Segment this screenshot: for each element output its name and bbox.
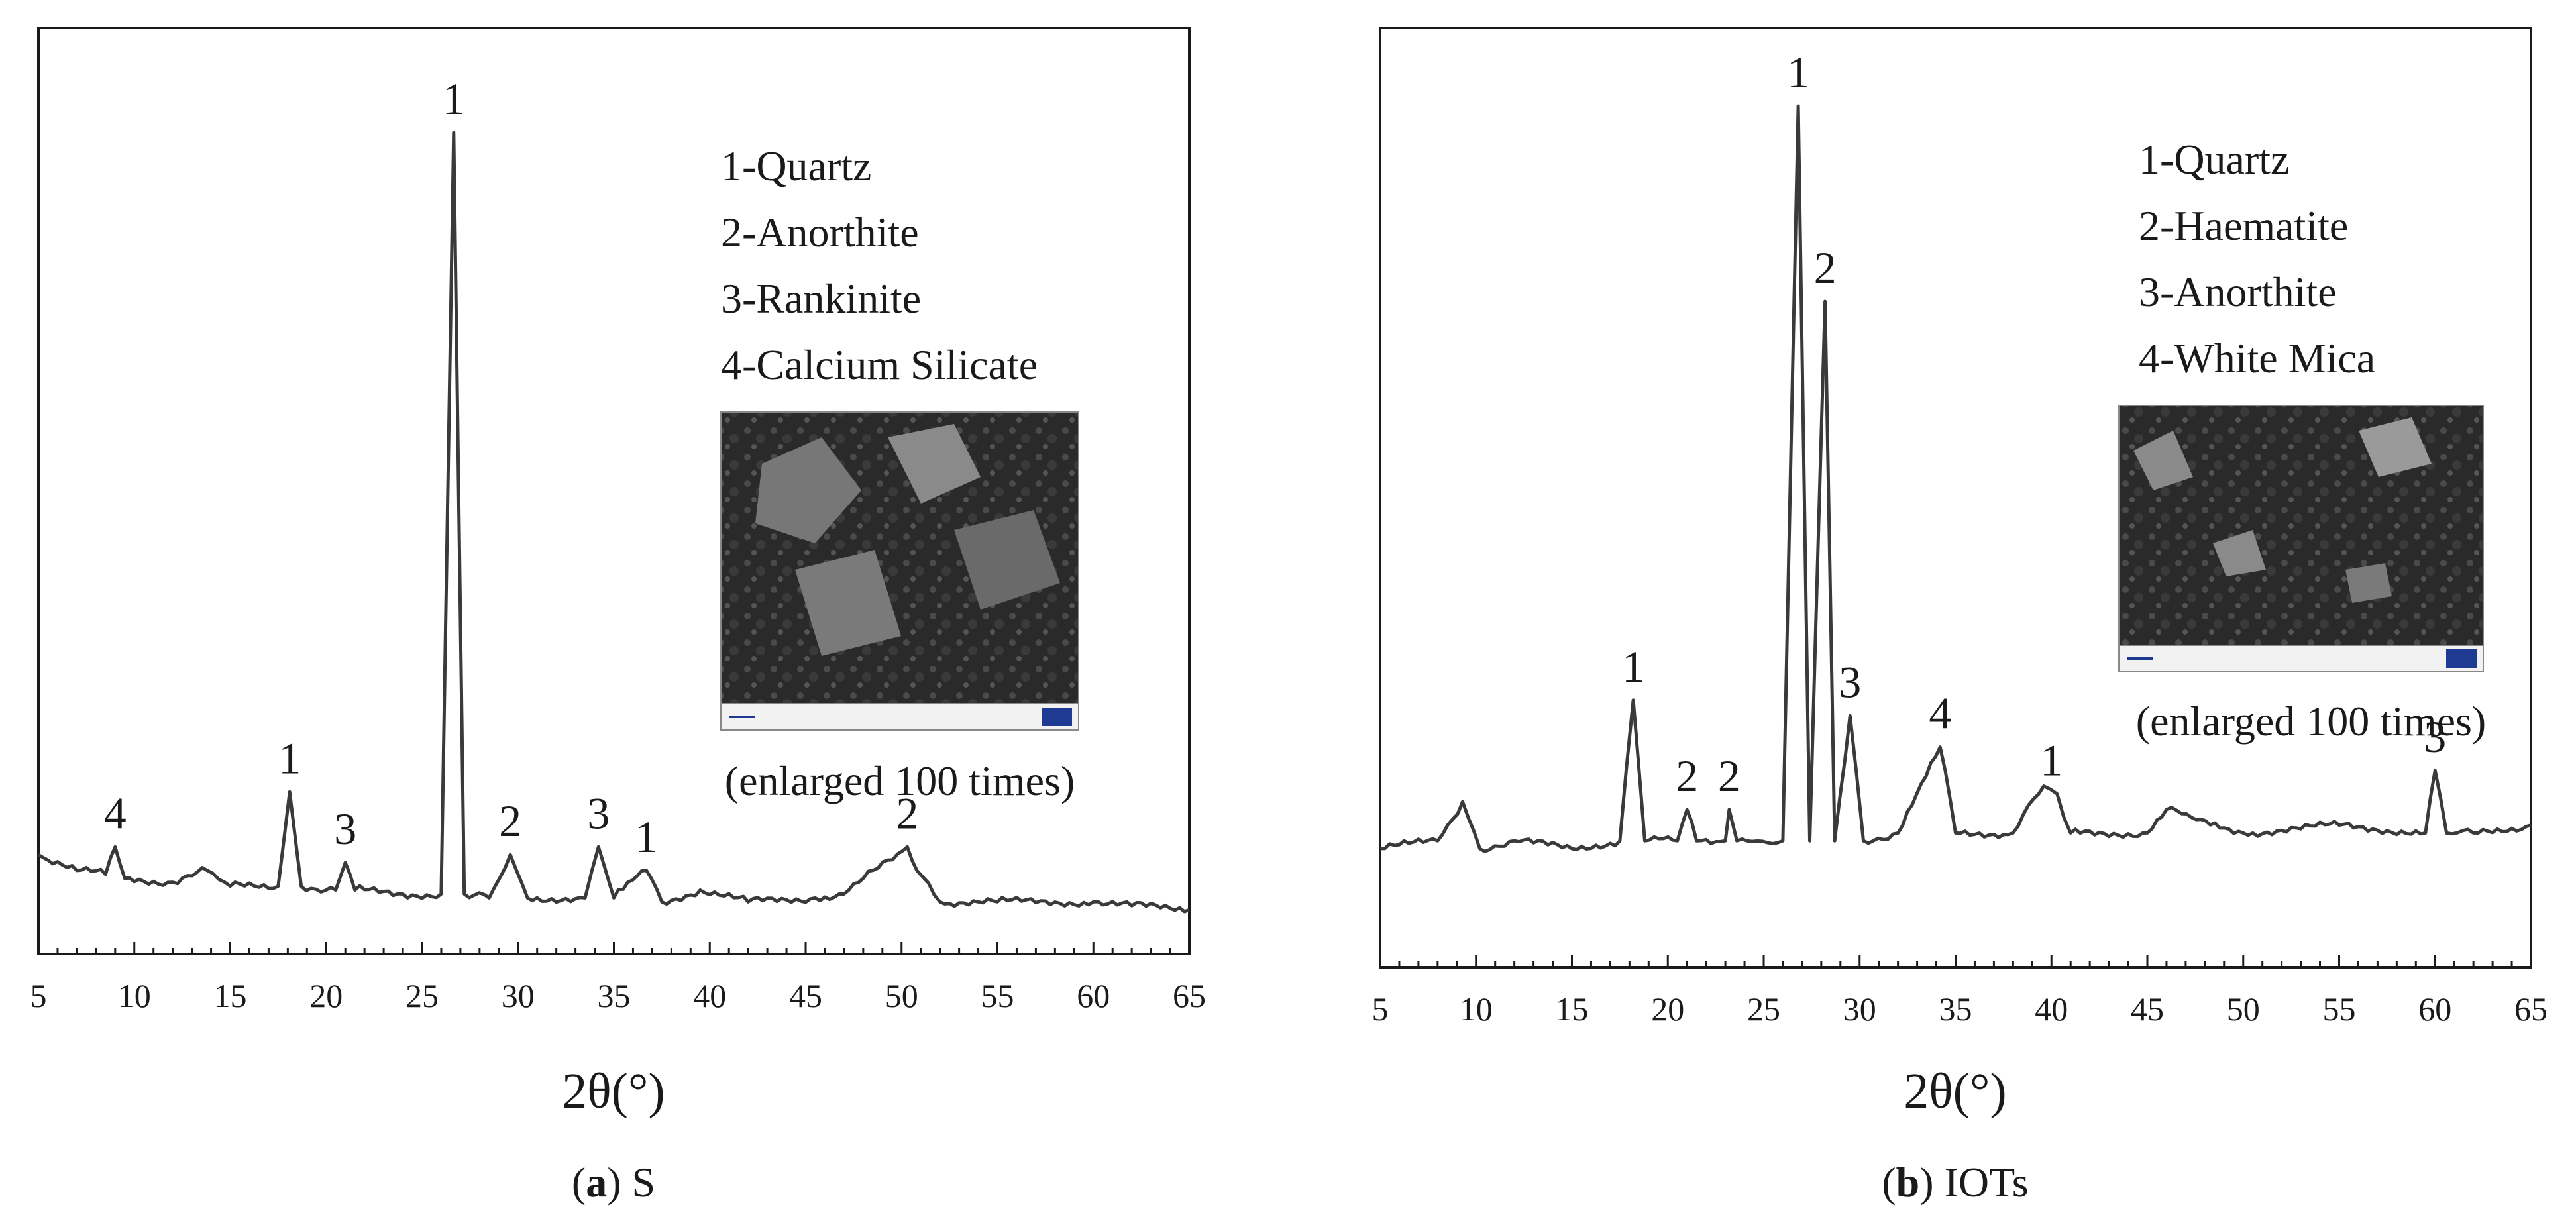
- sem-logo-icon: [1042, 708, 1072, 726]
- x-tick-label: 15: [214, 977, 247, 1014]
- panel-a-legend: 1-Quartz 2-Anorthite 3-Rankinite 4-Calci…: [721, 142, 1038, 388]
- x-tick-label: 40: [693, 977, 726, 1014]
- sem-scalebar-icon: [729, 716, 755, 718]
- panel-b-legend: 1-Quartz 2-Haematite 3-Anorthite 4-White…: [2139, 136, 2375, 382]
- peak-label: 4: [104, 788, 127, 838]
- panel-b-x-ticks: [1379, 955, 2532, 967]
- panel-a-caption: (a) S: [572, 1159, 655, 1206]
- x-tick-label: 50: [885, 977, 918, 1014]
- peak-label: 3: [334, 804, 356, 854]
- sem-particle-icon: [795, 550, 901, 656]
- sem-logo-icon: [2446, 649, 2477, 668]
- x-tick-label: 45: [2131, 990, 2164, 1028]
- x-tick-label: 20: [1651, 990, 1684, 1028]
- peak-label: 2: [1676, 751, 1698, 801]
- peak-label: 3: [587, 788, 610, 838]
- panel-a-x-ticks: [37, 942, 1191, 954]
- peak-label: 1: [2040, 735, 2063, 785]
- sem-particle-icon: [954, 510, 1060, 610]
- peak-label: 1: [635, 812, 658, 862]
- peak-label: 2: [1814, 242, 1837, 293]
- x-tick-label: 10: [1460, 990, 1493, 1028]
- x-tick-label: 40: [2035, 990, 2068, 1028]
- x-tick-label: 10: [118, 977, 151, 1014]
- x-tick-label: 35: [598, 977, 631, 1014]
- panel-b-x-axis-title: 2θ(°): [1904, 1063, 2006, 1119]
- x-tick-label: 20: [309, 977, 343, 1014]
- peak-label: 1: [1787, 47, 1809, 97]
- panel-a-legend-item: 1-Quartz: [721, 142, 871, 189]
- x-tick-label: 25: [405, 977, 439, 1014]
- x-tick-label: 30: [502, 977, 535, 1014]
- panel-a-x-axis-title: 2θ(°): [562, 1063, 665, 1119]
- x-tick-label: 5: [1372, 990, 1389, 1028]
- sem-particle-icon: [2359, 417, 2432, 477]
- sem-particle-icon: [888, 424, 981, 504]
- peak-label: 2: [1718, 751, 1741, 801]
- peak-label: 3: [2424, 712, 2446, 762]
- peak-label: 1: [278, 733, 301, 783]
- panel-b-xrd-trace: [1379, 104, 2532, 853]
- panel-b-sem-inset: (enlarged 100 times): [2118, 405, 2486, 745]
- panel-b-x-tick-labels: 5 10 15 20 25 30 35 40 45 50 55 60 65: [1372, 990, 2548, 1028]
- panel-b-legend-item: 3-Anorthite: [2139, 268, 2337, 315]
- panel-b-caption: (b) IOTs: [1882, 1159, 2028, 1206]
- x-tick-label: 60: [2418, 990, 2451, 1028]
- peak-label: 4: [1929, 688, 1951, 739]
- peak-label: 1: [443, 74, 465, 124]
- sem-particle-icon: [2133, 431, 2193, 490]
- panel-a-inset-caption: (enlarged 100 times): [725, 757, 1075, 804]
- x-tick-label: 5: [30, 977, 47, 1014]
- peak-label: 1: [1622, 641, 1644, 692]
- x-tick-label: 25: [1747, 990, 1780, 1028]
- panel-a-sem-inset: (enlarged 100 times): [720, 411, 1079, 804]
- x-tick-label: 55: [2323, 990, 2356, 1028]
- sem-particle-icon: [2345, 563, 2392, 603]
- x-tick-label: 45: [789, 977, 822, 1014]
- panel-a-x-tick-labels: 5 10 15 20 25 30 35 40 45 50 55 60 65: [30, 977, 1207, 1014]
- panel-a-legend-item: 4-Calcium Silicate: [721, 341, 1038, 388]
- x-tick-label: 65: [1173, 977, 1206, 1014]
- sem-info-bar: [2118, 645, 2484, 672]
- panel-a-xrd-trace: [37, 131, 1190, 914]
- x-tick-label: 60: [1077, 977, 1110, 1014]
- x-tick-label: 30: [1843, 990, 1876, 1028]
- panel-b-legend-item: 4-White Mica: [2139, 335, 2375, 382]
- sem-info-bar: [720, 703, 1079, 731]
- panel-b-inset-caption: (enlarged 100 times): [2136, 698, 2486, 745]
- x-tick-label: 35: [1939, 990, 1972, 1028]
- x-tick-label: 55: [981, 977, 1014, 1014]
- panel-a-legend-item: 2-Anorthite: [721, 209, 919, 256]
- sem-scalebar-icon: [2127, 657, 2153, 660]
- peak-label: 3: [1839, 657, 1861, 707]
- x-tick-label: 50: [2227, 990, 2260, 1028]
- x-tick-label: 15: [1556, 990, 1589, 1028]
- x-tick-label: 65: [2514, 990, 2548, 1028]
- sem-particle-icon: [755, 437, 861, 543]
- peak-label: 2: [896, 788, 918, 838]
- peak-label: 2: [499, 796, 521, 846]
- panel-b-legend-item: 2-Haematite: [2139, 202, 2348, 249]
- panel-b-legend-item: 1-Quartz: [2139, 136, 2289, 183]
- panel-a-legend-item: 3-Rankinite: [721, 275, 921, 322]
- sem-particle-icon: [2213, 530, 2266, 576]
